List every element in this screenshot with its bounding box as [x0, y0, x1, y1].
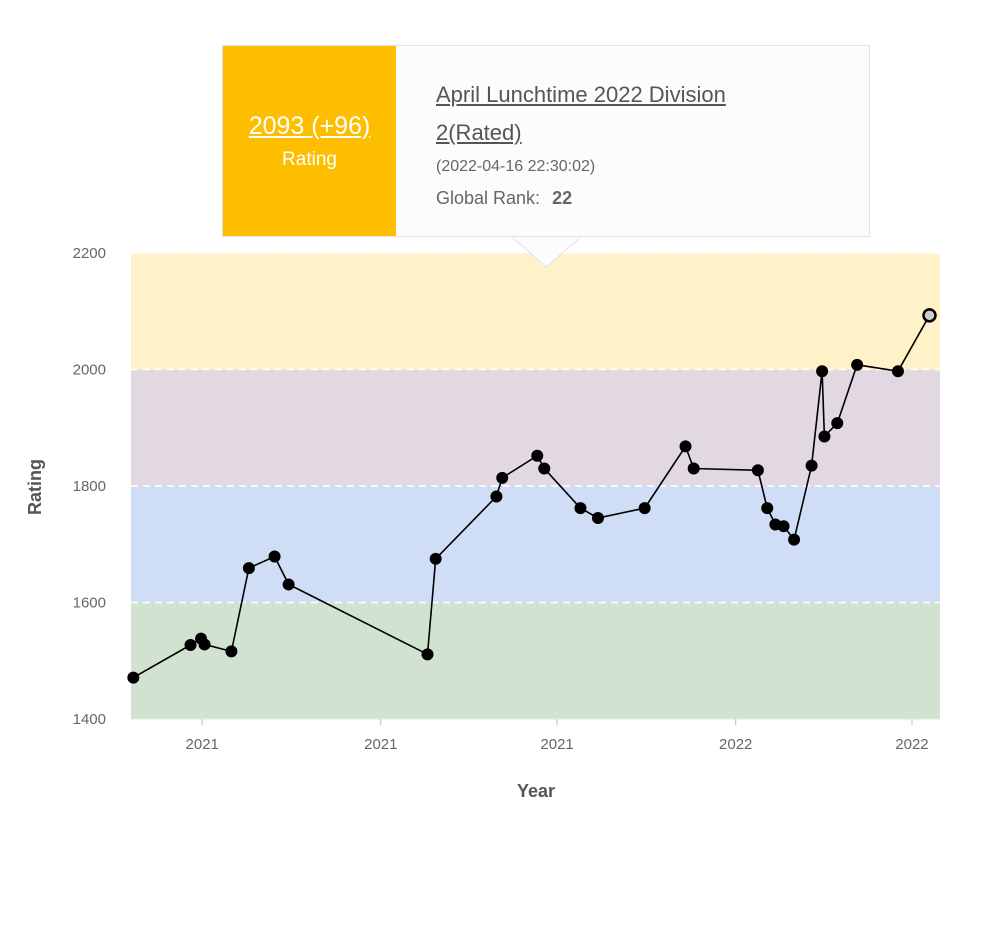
- data-point[interactable]: [127, 671, 140, 684]
- y-tick-label: 1400: [73, 711, 106, 728]
- data-point[interactable]: [538, 462, 551, 475]
- data-point[interactable]: [531, 449, 544, 462]
- rating-tooltip: 2093 (+96) Rating April Lunchtime 2022 D…: [222, 45, 870, 237]
- data-point[interactable]: [891, 365, 904, 378]
- data-point[interactable]: [198, 638, 211, 651]
- data-point[interactable]: [751, 464, 764, 477]
- tooltip-rating-value[interactable]: 2093 (+96): [248, 111, 371, 140]
- data-point[interactable]: [242, 562, 255, 575]
- tooltip-pointer: [510, 236, 583, 268]
- x-tick-label: 2021: [364, 736, 397, 753]
- data-point[interactable]: [805, 459, 818, 472]
- rating-band: [131, 369, 940, 486]
- y-tick-label: 1800: [73, 478, 106, 495]
- data-point[interactable]: [687, 462, 700, 475]
- data-point[interactable]: [591, 512, 604, 525]
- tooltip-details: April Lunchtime 2022 Division 2(Rated) (…: [396, 46, 766, 236]
- tooltip-rating-panel: 2093 (+96) Rating: [223, 46, 396, 236]
- data-point[interactable]: [490, 490, 503, 503]
- x-axis-title: Year: [517, 781, 555, 801]
- y-tick-label: 2000: [73, 362, 106, 379]
- data-point[interactable]: [421, 648, 434, 661]
- data-point[interactable]: [429, 552, 442, 565]
- x-tick-label: 2022: [719, 736, 752, 753]
- tooltip-global-rank-label: Global Rank:: [436, 188, 541, 208]
- x-tick-label: 2022: [895, 736, 928, 753]
- tooltip-rating-label: Rating: [282, 148, 337, 170]
- x-tick-label: 2021: [540, 736, 573, 753]
- data-point[interactable]: [831, 417, 844, 430]
- data-point[interactable]: [777, 520, 790, 533]
- data-point[interactable]: [496, 471, 509, 484]
- rating-band: [131, 602, 940, 719]
- tooltip-contest-link[interactable]: April Lunchtime 2022 Division 2(Rated): [436, 82, 726, 145]
- grid-lines: [131, 252, 940, 720]
- y-axis-ticks: 1400 1600 1800 2000 2200: [73, 245, 106, 728]
- tooltip-global-rank-value: 22: [552, 188, 573, 208]
- data-point[interactable]: [268, 550, 281, 563]
- data-point[interactable]: [679, 440, 692, 453]
- rating-band: [131, 253, 940, 370]
- x-tick-label: 2021: [186, 736, 219, 753]
- data-point[interactable]: [638, 502, 651, 515]
- x-axis-ticks: 2021 2021 2021 2022 2022: [186, 719, 929, 753]
- data-point[interactable]: [282, 578, 295, 591]
- data-point[interactable]: [184, 639, 197, 652]
- rating-points[interactable]: [127, 308, 937, 684]
- rating-bands: [131, 253, 940, 719]
- y-tick-label: 2200: [73, 245, 106, 262]
- tooltip-global-rank: Global Rank: 22: [436, 188, 766, 209]
- y-tick-label: 1600: [73, 595, 106, 612]
- data-point[interactable]: [816, 365, 829, 378]
- data-point[interactable]: [851, 358, 864, 371]
- data-point[interactable]: [225, 645, 238, 658]
- data-point[interactable]: [818, 430, 831, 443]
- data-point[interactable]: [788, 533, 801, 546]
- tooltip-datetime: (2022-04-16 22:30:02): [436, 158, 596, 175]
- y-axis-title: Rating: [25, 459, 45, 515]
- data-point[interactable]: [761, 502, 774, 515]
- data-point[interactable]: [574, 502, 587, 515]
- highlighted-data-point[interactable]: [922, 308, 937, 323]
- rating-band: [131, 486, 940, 603]
